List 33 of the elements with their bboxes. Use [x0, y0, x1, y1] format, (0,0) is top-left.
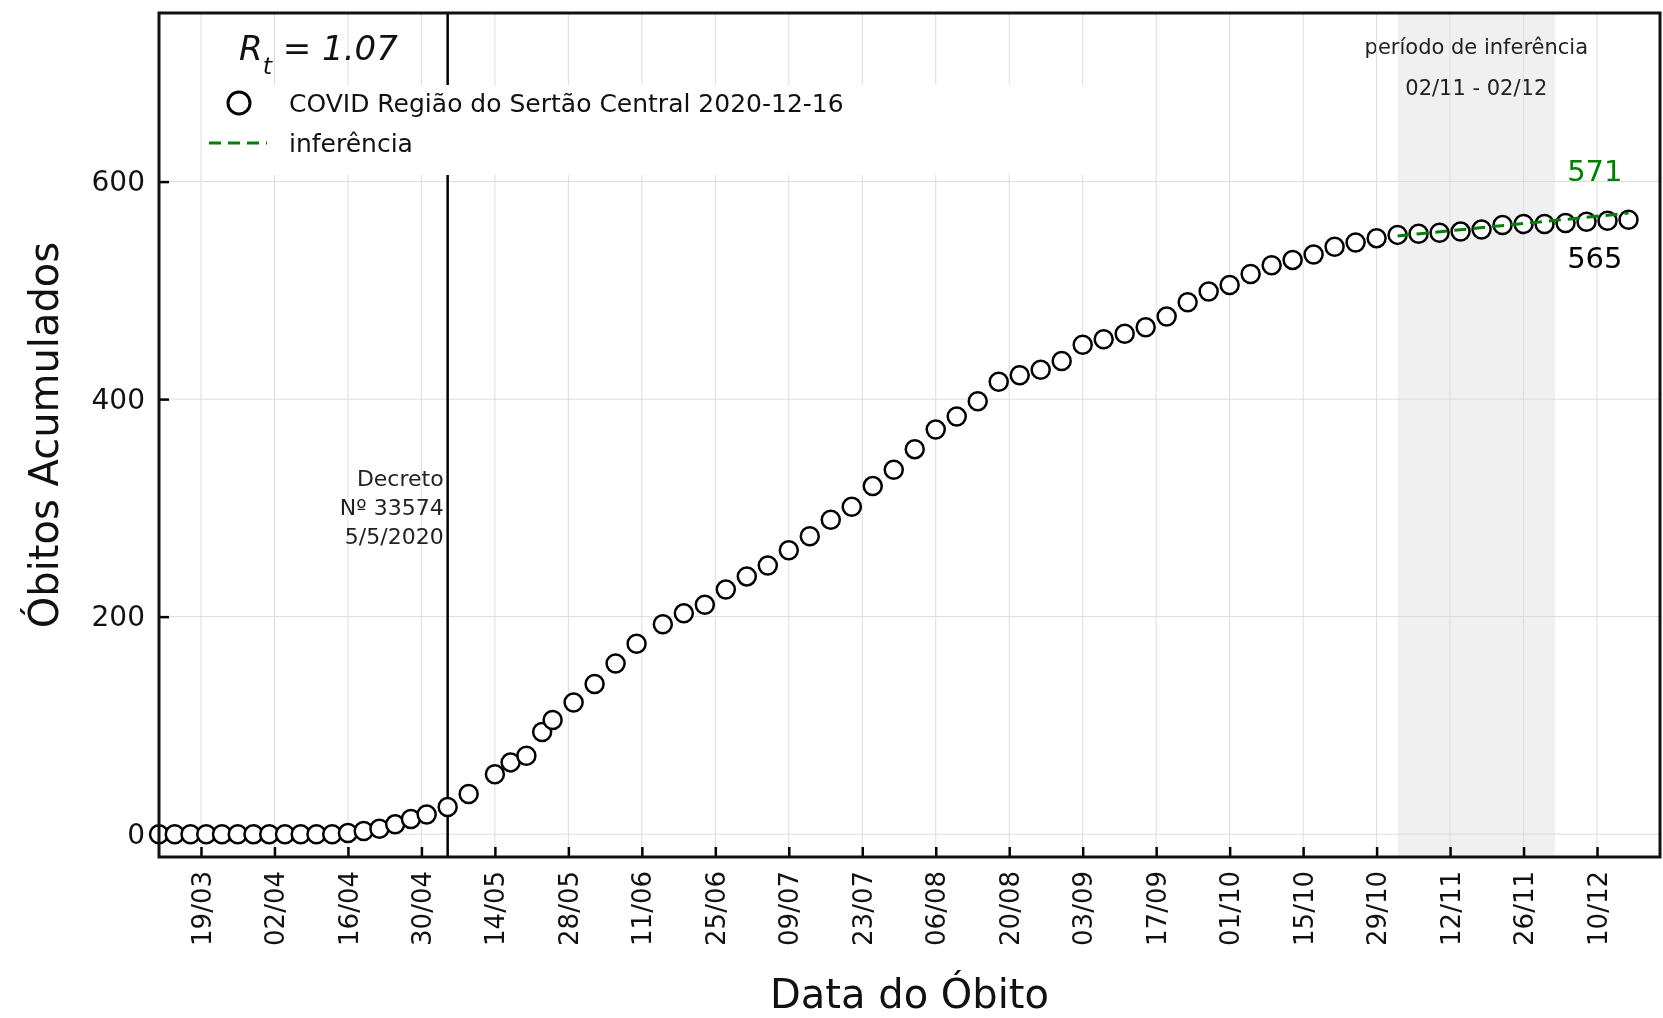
ref-line-label: Decreto Nº 33574 5/5/2020 [339, 466, 444, 550]
y-tick-label: 0 [127, 817, 145, 851]
x-tick-label: 17/09 [1141, 871, 1172, 946]
x-tick-label: 09/07 [774, 871, 805, 946]
x-tick-label: 11/06 [627, 871, 658, 946]
x-tick-label: 06/08 [921, 871, 952, 946]
x-tick-label: 28/05 [553, 871, 584, 946]
annotation: 565 [1567, 240, 1623, 275]
legend-label: COVID Região do Sertão Central 2020-12-16 [289, 89, 844, 118]
x-tick-label: 19/03 [186, 871, 217, 946]
band-label: período de inferência 02/11 - 02/12 [1364, 35, 1589, 100]
x-tick-label: 15/10 [1288, 871, 1319, 946]
x-tick-label: 10/12 [1582, 871, 1613, 946]
y-tick-label: 600 [91, 165, 145, 199]
x-axis-title: Data do Óbito [770, 970, 1049, 1017]
x-tick-label: 14/05 [480, 871, 511, 946]
x-tick-label: 23/07 [847, 871, 878, 946]
annotation: R$_{t}$ = 1.07 [239, 28, 399, 80]
y-axis-title: Óbitos Acumulados [20, 241, 67, 629]
annotation: 571 [1567, 154, 1623, 189]
y-tick-label: 400 [91, 382, 145, 416]
x-tick-label: 25/06 [700, 871, 731, 946]
legend-label: inferência [289, 129, 413, 158]
x-tick-label: 30/04 [407, 871, 438, 946]
x-tick-label: 16/04 [333, 871, 364, 946]
x-tick-label: 20/08 [994, 871, 1025, 946]
x-tick-label: 02/04 [260, 871, 291, 946]
y-tick-label: 200 [91, 600, 145, 634]
x-tick-label: 12/11 [1435, 871, 1466, 946]
x-tick-label: 26/11 [1509, 871, 1540, 946]
x-tick-label: 01/10 [1215, 871, 1246, 946]
x-tick-label: 03/09 [1068, 871, 1099, 946]
x-tick-label: 29/10 [1362, 871, 1393, 946]
